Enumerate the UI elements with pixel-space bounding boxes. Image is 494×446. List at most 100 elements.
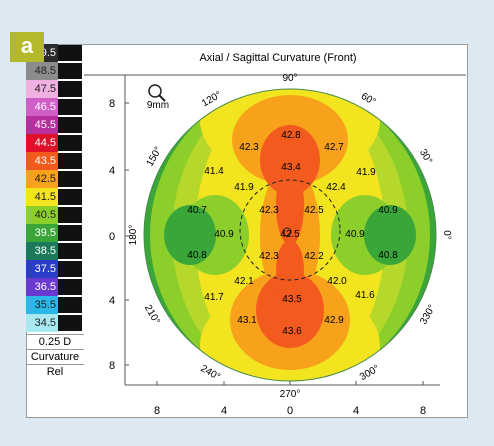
- x-tick-label: 8: [420, 405, 426, 417]
- scale-step: 41.5: [26, 188, 84, 206]
- y-tick-label: 0: [109, 231, 115, 243]
- scale-step: 37.5: [26, 260, 84, 278]
- scale-step-label: 40.5: [26, 206, 58, 224]
- scale-step: 42.5: [26, 170, 84, 188]
- curvature-reading: 43.4: [281, 162, 301, 173]
- curvature-reading: 41.4: [204, 166, 224, 177]
- scale-step: 38.5: [26, 242, 84, 260]
- curvature-reading: 42.3: [239, 142, 259, 153]
- scale-step: 34.5: [26, 314, 84, 332]
- angle-label: 0°: [441, 230, 452, 240]
- curvature-reading: 40.9: [378, 205, 398, 216]
- scale-step-swatch: [58, 45, 82, 61]
- scale-step-swatch: [58, 153, 82, 169]
- scale-step-label: 39.5: [26, 224, 58, 242]
- scale-step-label: 48.5: [26, 62, 58, 80]
- scale-step-swatch: [58, 261, 82, 277]
- y-tick-label: 4: [109, 295, 115, 307]
- curvature-reading: 42.0: [327, 276, 347, 287]
- scale-step: 45.5: [26, 116, 84, 134]
- angle-label: 270°: [280, 389, 301, 400]
- curvature-reading: 40.9: [345, 229, 365, 240]
- curvature-reading: 42.3: [259, 205, 279, 216]
- scale-step: 39.5: [26, 224, 84, 242]
- curvature-reading: 41.9: [356, 167, 376, 178]
- reference-label: Rel: [26, 364, 84, 379]
- scale-step-label: 43.5: [26, 152, 58, 170]
- scale-step-label: 47.5: [26, 80, 58, 98]
- curvature-reading: 40.8: [187, 250, 207, 261]
- y-tick-label: 8: [109, 98, 115, 110]
- scale-step: 40.5: [26, 206, 84, 224]
- scale-step: 35.5: [26, 296, 84, 314]
- panel-label: a: [10, 32, 44, 62]
- scale-step-label: 46.5: [26, 98, 58, 116]
- curvature-reading: 41.9: [234, 182, 254, 193]
- curvature-reading: 40.9: [214, 229, 234, 240]
- x-tick-label: 0: [287, 405, 293, 417]
- map-title: Axial / Sagittal Curvature (Front): [199, 52, 357, 64]
- scale-step-label: 45.5: [26, 116, 58, 134]
- curvature-reading: 40.7: [187, 205, 207, 216]
- scale-step-label: 44.5: [26, 134, 58, 152]
- scale-step-swatch: [58, 63, 82, 79]
- scale-step-swatch: [58, 207, 82, 223]
- curvature-reading: 43.5: [282, 294, 302, 305]
- x-tick-label: 4: [221, 405, 227, 417]
- y-tick-label: 4: [109, 165, 115, 177]
- scale-step-label: 34.5: [26, 314, 58, 332]
- angle-label: 300°: [358, 363, 381, 383]
- scale-step: 44.5: [26, 134, 84, 152]
- angle-label: 180°: [128, 225, 139, 246]
- curvature-reading: 41.7: [204, 292, 224, 303]
- apex-marker: [282, 227, 292, 237]
- angle-label: 90°: [282, 73, 297, 84]
- curvature-reading: 42.8: [281, 130, 301, 141]
- scale-step-swatch: [58, 117, 82, 133]
- angle-label: 60°: [359, 91, 378, 108]
- scale-step-label: 38.5: [26, 242, 58, 260]
- scale-step-swatch: [58, 189, 82, 205]
- scale-step-label: 37.5: [26, 260, 58, 278]
- zoom-label: 9mm: [147, 100, 169, 111]
- angle-label: 30°: [417, 147, 434, 166]
- y-tick-label: 8: [109, 360, 115, 372]
- curvature-reading: 42.4: [326, 182, 346, 193]
- scale-step: 46.5: [26, 98, 84, 116]
- x-tick-label: 4: [353, 405, 359, 417]
- mode-label: Curvature: [26, 349, 84, 364]
- curvature-reading: 42.7: [324, 142, 344, 153]
- curvature-reading: 43.1: [237, 315, 257, 326]
- scale-step-label: 42.5: [26, 170, 58, 188]
- angle-label: 330°: [418, 303, 438, 326]
- scale-step: 47.5: [26, 80, 84, 98]
- step-label: 0.25 D: [26, 334, 84, 349]
- x-tick-label: 8: [154, 405, 160, 417]
- scale-step-swatch: [58, 297, 82, 313]
- scale-step-swatch: [58, 135, 82, 151]
- angle-label: 240°: [199, 363, 222, 383]
- scale-step-label: 41.5: [26, 188, 58, 206]
- scale-step-label: 35.5: [26, 296, 58, 314]
- scale-step-swatch: [58, 243, 82, 259]
- curvature-reading: 40.8: [378, 250, 398, 261]
- angle-label: 210°: [142, 303, 162, 326]
- curvature-reading: 42.1: [234, 276, 254, 287]
- scale-step: 36.5: [26, 278, 84, 296]
- scale-step-swatch: [58, 171, 82, 187]
- scale-step-swatch: [58, 99, 82, 115]
- curvature-reading: 42.9: [324, 315, 344, 326]
- curvature-reading: 42.3: [259, 251, 279, 262]
- curvature-reading: 42.5: [280, 229, 300, 240]
- curvature-reading: 41.6: [355, 290, 375, 301]
- curvature-reading: 42.5: [304, 205, 324, 216]
- scale-step: 48.5: [26, 62, 84, 80]
- scale-step-swatch: [58, 279, 82, 295]
- scale-step-label: 36.5: [26, 278, 58, 296]
- curvature-reading: 42.2: [304, 251, 324, 262]
- magnifier-icon[interactable]: [148, 84, 166, 102]
- scale-step-swatch: [58, 225, 82, 241]
- curvature-reading: 43.6: [282, 326, 302, 337]
- scale-step-swatch: [58, 315, 82, 331]
